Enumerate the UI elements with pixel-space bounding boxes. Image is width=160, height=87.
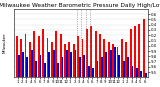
Bar bbox=[134, 26, 136, 77]
Bar bbox=[68, 42, 70, 77]
Bar bbox=[88, 66, 90, 77]
Bar bbox=[118, 55, 120, 77]
Bar bbox=[40, 55, 41, 77]
Bar bbox=[16, 36, 18, 77]
Bar bbox=[31, 50, 33, 77]
Bar bbox=[75, 50, 76, 77]
Bar bbox=[90, 26, 92, 77]
Bar bbox=[42, 29, 44, 77]
Bar bbox=[77, 36, 79, 77]
Bar bbox=[130, 29, 132, 77]
Bar bbox=[110, 50, 112, 77]
Bar bbox=[138, 24, 140, 77]
Bar bbox=[86, 29, 88, 77]
Bar bbox=[61, 57, 63, 77]
Bar bbox=[29, 42, 31, 77]
Bar bbox=[145, 73, 147, 77]
Bar bbox=[125, 42, 127, 77]
Text: Milwaukee: Milwaukee bbox=[2, 33, 6, 53]
Bar bbox=[92, 68, 94, 77]
Bar bbox=[123, 61, 125, 77]
Bar bbox=[83, 55, 85, 77]
Bar bbox=[25, 34, 26, 77]
Bar bbox=[112, 44, 114, 77]
Bar bbox=[140, 71, 142, 77]
Bar bbox=[51, 42, 53, 77]
Bar bbox=[47, 38, 48, 77]
Bar bbox=[60, 34, 61, 77]
Bar bbox=[18, 55, 20, 77]
Bar bbox=[82, 39, 83, 77]
Bar bbox=[73, 44, 75, 77]
Bar bbox=[64, 44, 66, 77]
Bar bbox=[26, 57, 28, 77]
Bar bbox=[108, 42, 110, 77]
Bar bbox=[48, 52, 50, 77]
Bar bbox=[132, 66, 133, 77]
Bar bbox=[55, 31, 57, 77]
Bar bbox=[35, 61, 37, 77]
Bar bbox=[105, 52, 107, 77]
Bar bbox=[99, 34, 101, 77]
Bar bbox=[79, 57, 81, 77]
Bar bbox=[33, 31, 35, 77]
Bar bbox=[121, 39, 123, 77]
Bar bbox=[114, 47, 116, 77]
Bar bbox=[136, 68, 138, 77]
Bar bbox=[101, 57, 103, 77]
Bar bbox=[127, 57, 129, 77]
Bar bbox=[70, 52, 72, 77]
Bar bbox=[20, 39, 22, 77]
Bar bbox=[22, 52, 24, 77]
Bar bbox=[38, 36, 40, 77]
Bar bbox=[66, 50, 68, 77]
Bar bbox=[96, 61, 98, 77]
Title: Milwaukee Weather Barometric Pressure Daily High/Low: Milwaukee Weather Barometric Pressure Da… bbox=[0, 3, 160, 8]
Bar bbox=[117, 47, 118, 77]
Bar bbox=[57, 63, 59, 77]
Bar bbox=[53, 50, 55, 77]
Bar bbox=[143, 19, 145, 77]
Bar bbox=[104, 39, 105, 77]
Bar bbox=[44, 63, 46, 77]
Bar bbox=[95, 31, 96, 77]
